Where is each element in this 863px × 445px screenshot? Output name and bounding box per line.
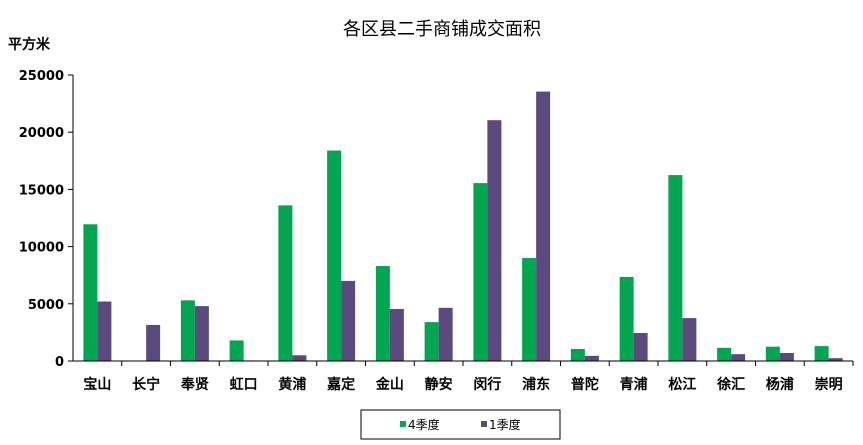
legend-label: 4季度	[408, 417, 440, 432]
legend-label: 1季度	[489, 417, 521, 432]
x-tick-label: 长宁	[132, 376, 160, 393]
x-tick-label: 普陀	[571, 376, 599, 393]
x-tick-label: 杨浦	[766, 376, 794, 393]
bar-4季度-青浦	[619, 276, 634, 361]
x-tick-label: 静安	[425, 376, 453, 393]
bar-1季度-嘉定	[341, 280, 356, 361]
bar-4季度-奉贤	[180, 300, 195, 361]
bar-1季度-青浦	[633, 332, 648, 361]
y-axis: 0 5000 10000 15000 20000 25000	[19, 69, 73, 370]
legend-swatch	[400, 421, 406, 427]
bar-1季度-闵行	[487, 120, 502, 361]
x-tick-label: 虹口	[230, 377, 258, 393]
bar-4季度-虹口	[229, 340, 244, 361]
chart-title: 各区县二手商铺成交面积	[343, 19, 541, 40]
x-tick-label: 闵行	[473, 376, 501, 393]
bar-1季度-普陀	[584, 355, 599, 361]
bar-4季度-金山	[375, 266, 390, 361]
bar-4季度-普陀	[570, 348, 585, 361]
y-tick-label: 20000	[19, 126, 64, 141]
legend-box	[360, 409, 561, 440]
bar-1季度-宝山	[97, 301, 112, 361]
x-tick-label: 金山	[375, 376, 404, 393]
bar-4季度-徐汇	[717, 347, 732, 361]
x-tick-label: 崇明	[815, 376, 843, 393]
bar-1季度-静安	[438, 307, 453, 361]
bar-4季度-浦东	[522, 258, 537, 361]
bar-4季度-闵行	[473, 183, 488, 361]
x-tick-label: 松江	[668, 376, 696, 393]
bar-4季度-松江	[668, 175, 683, 361]
bar-1季度-长宁	[146, 324, 161, 361]
bar-1季度-徐汇	[731, 354, 746, 361]
x-tick-label: 奉贤	[181, 376, 209, 393]
bar-4季度-崇明	[814, 346, 829, 361]
x-axis-labels: 宝山 长宁 奉贤 虹口 黄浦 嘉定 金山 静安 闵行 浦东 普陀 青浦 松江 徐汇 杨浦 崇明	[83, 361, 854, 393]
bar-1季度-金山	[389, 308, 404, 361]
legend: 4季度 1季度	[360, 409, 561, 440]
y-tick-label: 5000	[28, 298, 64, 313]
x-tick-label: 黄浦	[278, 376, 306, 393]
x-tick-label: 浦东	[522, 376, 550, 393]
x-tick-label: 青浦	[620, 376, 648, 393]
y-tick-label: 10000	[19, 241, 64, 256]
bar-4季度-静安	[424, 322, 439, 361]
y-tick-label: 0	[55, 355, 64, 370]
legend-swatch	[481, 421, 487, 427]
bar-4季度-宝山	[83, 224, 98, 361]
bar-1季度-崇明	[828, 358, 843, 361]
y-axis-label: 平方米	[8, 36, 51, 53]
bar-4季度-嘉定	[327, 150, 342, 361]
bar-1季度-浦东	[536, 91, 551, 361]
bar-1季度-杨浦	[779, 352, 794, 361]
bar-1季度-奉贤	[194, 306, 209, 361]
bars	[83, 91, 843, 361]
bar-4季度-杨浦	[765, 346, 780, 361]
x-tick-label: 嘉定	[326, 376, 355, 393]
x-tick-label: 徐汇	[716, 376, 745, 393]
bar-4季度-黄浦	[278, 205, 293, 361]
bar-1季度-黄浦	[292, 355, 307, 361]
y-tick-label: 25000	[19, 69, 64, 84]
x-tick-label: 宝山	[83, 376, 111, 393]
y-tick-label: 15000	[19, 183, 64, 198]
bar-1季度-松江	[682, 318, 697, 361]
